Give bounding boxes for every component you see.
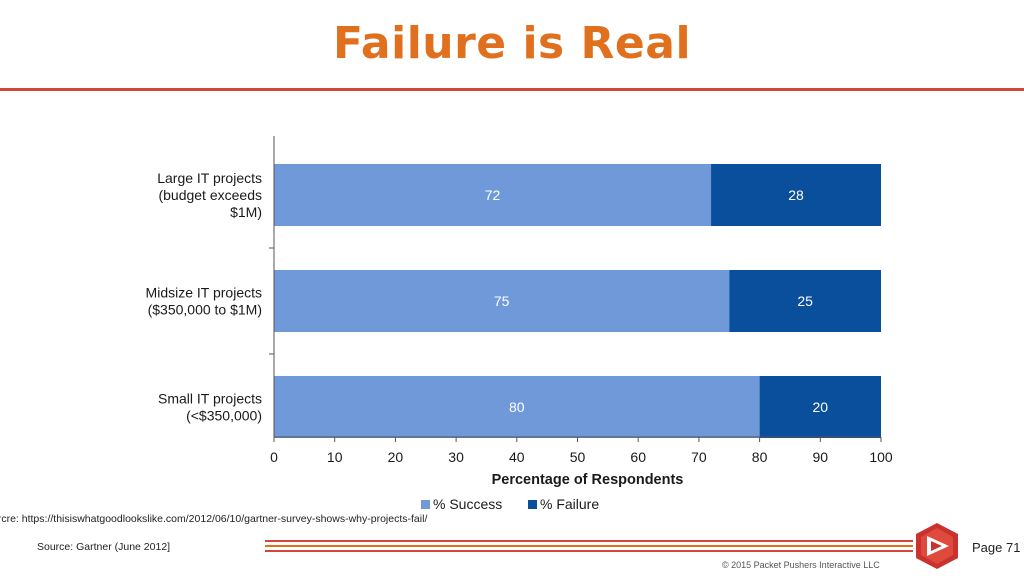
bar-segment [759, 376, 881, 438]
x-tick-label: 100 [869, 449, 893, 465]
slide-title: Failure is Real [332, 18, 692, 69]
bar-segment [274, 376, 760, 438]
category-label: (budget exceeds [158, 187, 262, 203]
data-label: 80 [509, 399, 525, 415]
category-label: Small IT projects [158, 391, 262, 407]
data-label: 25 [797, 293, 813, 309]
bar-segment [729, 270, 881, 332]
copyright: © 2015 Packet Pushers Interactive LLC [722, 560, 880, 570]
legend-swatch [421, 500, 430, 509]
x-tick-label: 90 [813, 449, 829, 465]
x-tick-label: 70 [691, 449, 707, 465]
x-tick-label: 40 [509, 449, 525, 465]
source-url: urcre: https://thisiswhatgoodlookslike.c… [0, 513, 428, 525]
category-label: Midsize IT projects [146, 285, 262, 301]
footer-line-orange [265, 545, 913, 547]
category-label: ($350,000 to $1M) [148, 302, 262, 318]
x-tick-label: 0 [270, 449, 278, 465]
x-tick-label: 30 [448, 449, 464, 465]
data-label: 72 [485, 187, 501, 203]
category-label: Large IT projects [157, 170, 262, 186]
title-divider [0, 88, 1024, 91]
bar-segment [711, 164, 881, 226]
data-label: 28 [788, 187, 804, 203]
source-gartner: Source: Gartner (June 2012] [37, 541, 171, 553]
data-label: 75 [494, 293, 510, 309]
legend-label: % Failure [540, 496, 599, 512]
footer-line-red [265, 540, 913, 542]
legend-label: % Success [433, 496, 502, 512]
x-tick-label: 60 [630, 449, 646, 465]
x-tick-label: 20 [388, 449, 404, 465]
bar-segment [274, 270, 730, 332]
x-axis-title: Percentage of Respondents [492, 472, 684, 488]
x-tick-label: 10 [327, 449, 343, 465]
legend-swatch [528, 500, 537, 509]
bar-segment [274, 164, 712, 226]
packet-pushers-logo-icon [916, 523, 958, 569]
category-label: $1M) [230, 204, 262, 220]
data-label: 20 [813, 399, 829, 415]
footer-line-red-2 [265, 550, 913, 552]
x-tick-label: 80 [752, 449, 768, 465]
page-number: Page 71 [972, 540, 1021, 555]
category-label: (<$350,000) [186, 408, 262, 424]
x-tick-label: 50 [570, 449, 586, 465]
